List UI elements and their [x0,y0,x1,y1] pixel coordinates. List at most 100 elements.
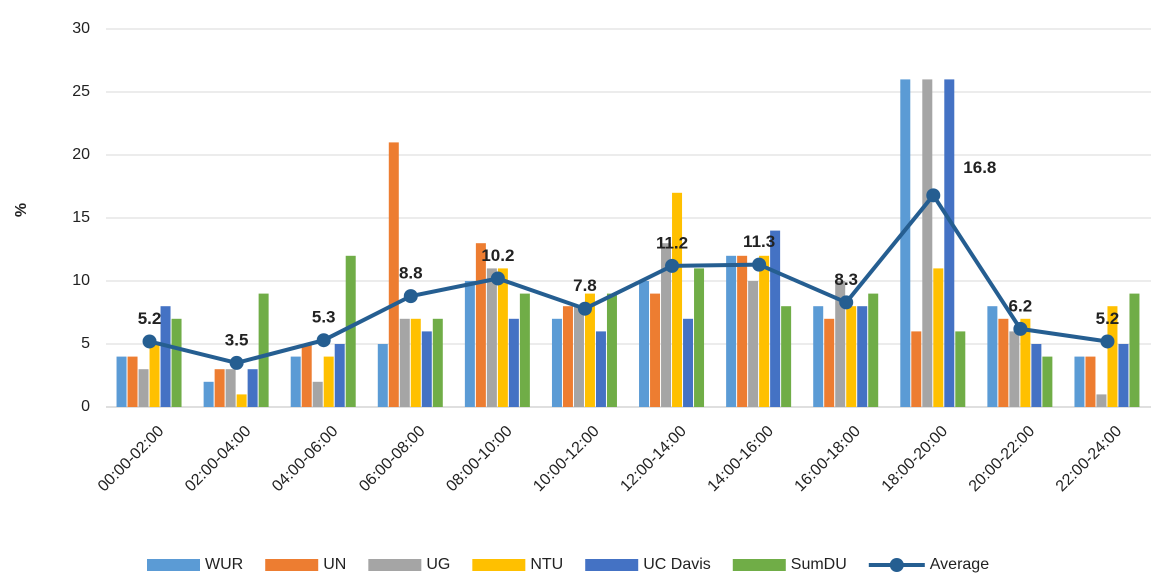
bar [127,356,138,407]
bar [323,356,334,407]
bar [247,369,258,407]
line-marker [1100,334,1115,349]
bar [1031,344,1042,407]
bar [334,344,345,407]
x-tick-label: 20:00-22:00 [966,423,1038,495]
legend-label: SumDU [791,556,847,573]
y-tick-label: 5 [81,335,90,352]
legend-swatch [368,559,422,571]
data-label: 5.3 [312,308,336,327]
bar [955,331,966,407]
legend-label: UG [426,556,450,573]
bar [1118,344,1129,407]
bar [421,331,432,407]
bar [171,318,182,407]
line-marker [926,188,941,203]
data-label: 16.8 [963,158,996,177]
legend-swatch [889,558,904,572]
bar [236,394,247,407]
x-tick-label: 00:00-02:00 [95,423,167,495]
bar [813,306,824,407]
bar [584,293,595,407]
line-marker [1013,321,1028,336]
bar [606,293,617,407]
bar [900,79,911,408]
bar [551,318,562,407]
bar [1074,356,1085,407]
y-tick-label: 0 [81,398,90,415]
x-tick-label: 12:00-14:00 [617,423,689,495]
bar [486,268,497,407]
bar [508,318,519,407]
data-label: 5.2 [1096,309,1120,328]
line-marker [403,289,418,304]
bar [573,306,584,407]
bar [944,79,955,408]
x-tick-label: 10:00-12:00 [530,423,602,495]
bar [770,230,781,407]
bar [301,344,312,407]
x-tick-label: 06:00-08:00 [356,423,428,495]
line-marker [229,355,244,370]
bar [748,281,759,407]
bar [998,318,1009,407]
bar [835,281,846,407]
bar [203,381,214,407]
x-tick-label: 02:00-04:00 [182,423,254,495]
bar [312,381,323,407]
bar [595,331,606,407]
bar [672,192,683,407]
bar [868,293,879,407]
bar [562,306,573,407]
legend-swatch [147,559,200,571]
bar [1129,293,1140,407]
bar [138,369,149,407]
legend-label: WUR [205,556,243,573]
x-tick-label: 08:00-10:00 [443,423,515,495]
bar [737,255,748,407]
bar [464,281,475,407]
data-label: 8.3 [834,270,858,289]
line [149,191,1108,365]
x-tick-label: 22:00-24:00 [1053,423,1125,495]
data-label: 5.2 [138,309,162,328]
bar [225,369,236,407]
line-marker [316,333,331,348]
y-tick-label: 20 [72,146,90,163]
legend-swatch [265,559,319,571]
bar [432,318,443,407]
data-label: 11.3 [743,232,775,251]
data-label: 10.2 [481,246,514,265]
bar [911,331,922,407]
bar [857,306,868,407]
data-label: 3.5 [225,330,249,349]
x-tick-label: 04:00-06:00 [269,423,341,495]
bar [116,356,127,407]
line-marker [490,271,505,286]
y-tick-label: 10 [72,272,90,289]
bar [922,79,933,408]
bar [519,293,530,407]
legend-swatch [585,559,639,571]
legend-label: Average [930,556,989,573]
bar [410,318,421,407]
bar [846,306,857,407]
bar [475,243,486,407]
bar [258,293,269,407]
bar [1096,394,1107,407]
bar [639,281,650,407]
line-marker [752,257,767,272]
bar [345,255,356,407]
x-tick-label: 16:00-18:00 [792,423,864,495]
bar [377,344,388,407]
bar [214,369,225,407]
bar [1107,306,1118,407]
legend-swatch [472,559,526,571]
line-marker [577,301,592,316]
line-marker [839,295,854,310]
data-label: 6.2 [1009,296,1033,315]
bar [399,318,410,407]
y-tick-label: 30 [72,20,90,37]
bar [694,268,705,407]
